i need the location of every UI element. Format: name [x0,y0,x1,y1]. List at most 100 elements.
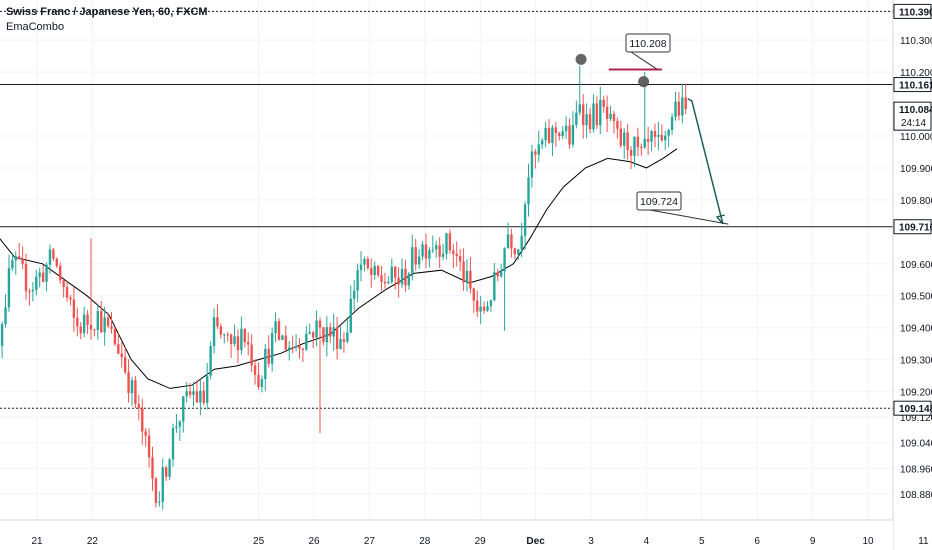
candle [14,251,17,275]
price-callout: 110.208 [625,33,671,70]
projection-arrow-line [687,98,724,225]
candle [339,326,342,350]
candle-body [199,390,202,403]
candle [476,290,479,318]
candle-body [414,247,417,265]
candle-body [373,265,376,275]
pivot-marker [575,53,587,65]
candle-body [346,332,349,342]
candle [305,326,308,351]
candle-body [417,256,421,265]
candle-body [301,348,305,350]
candle [595,96,599,129]
candle [171,423,175,467]
countdown-label: 24:14 [901,118,926,129]
candle-body [0,324,4,346]
candle-body [175,426,178,429]
candle [667,128,670,148]
candle-body [424,244,428,259]
candle-body [626,132,629,150]
candle [527,163,530,217]
candle-body [243,328,246,343]
level-price-tag: 110.390 [893,3,932,19]
candle [493,262,496,302]
candle [609,105,612,122]
candle [284,325,288,351]
candle-body [103,317,106,333]
candle-body [69,297,72,300]
candle-body [247,342,250,345]
candle-body [445,233,448,254]
candle-body [609,113,612,119]
candle [288,341,291,361]
candle [110,311,113,334]
candle [205,362,209,410]
candle-body [646,138,650,142]
candle [575,100,578,129]
candle [182,396,185,433]
candle [188,383,192,399]
candle [506,222,510,249]
candle [636,127,640,157]
candle-body [469,270,472,289]
candle [674,91,677,121]
candle-body [277,321,281,340]
level-price-tag: 110.161 [893,77,932,93]
candle-body [397,277,400,285]
candle-body [660,134,664,141]
candle [653,123,657,148]
candle-body [281,335,284,340]
candle-body [681,97,684,116]
level-price-tag-label: 110.390 [899,7,932,18]
level-price-tag: 109.716 [893,219,932,235]
candle-body [332,327,335,337]
candle [578,65,581,116]
candle-body [684,97,687,109]
projection-arrow-head [715,214,725,225]
candle [223,333,226,344]
candle [229,333,233,358]
candle [147,428,151,468]
candle-body [318,320,322,328]
candle-body [171,428,175,460]
candle-body [147,435,151,458]
candle [455,241,458,267]
candle-body [462,261,465,283]
candle-body [383,281,387,284]
candle [117,332,120,355]
candle [106,312,110,329]
candle-body [257,374,260,387]
candle-body [141,407,144,432]
candle [564,116,568,139]
y-tick-label: 109.200 [900,388,932,399]
candle [411,234,414,281]
candle-body [325,327,329,343]
candle-body [182,396,185,422]
candle-body [164,467,168,477]
candle-body [52,249,55,259]
candle-body [640,147,643,149]
x-tick-label: 10 [862,536,874,547]
candle [298,338,301,359]
candle-body [113,328,117,345]
candle-body [356,270,359,291]
candle-body [178,421,182,427]
candle [120,342,123,368]
candle [390,258,393,284]
current-price-label: 110.084 [899,105,932,116]
candle [151,446,154,491]
candle [31,282,35,302]
candle-body [308,332,311,334]
candle [274,312,277,343]
candle-body [298,345,301,349]
candle-body [407,273,411,286]
candle [55,257,58,269]
candle-body [76,317,79,327]
candle [540,137,544,150]
x-tick-label: 25 [253,536,265,547]
candle-body [59,265,62,281]
candle-body [233,336,236,344]
candle [465,259,469,292]
candle [380,266,383,291]
candle [414,238,417,271]
